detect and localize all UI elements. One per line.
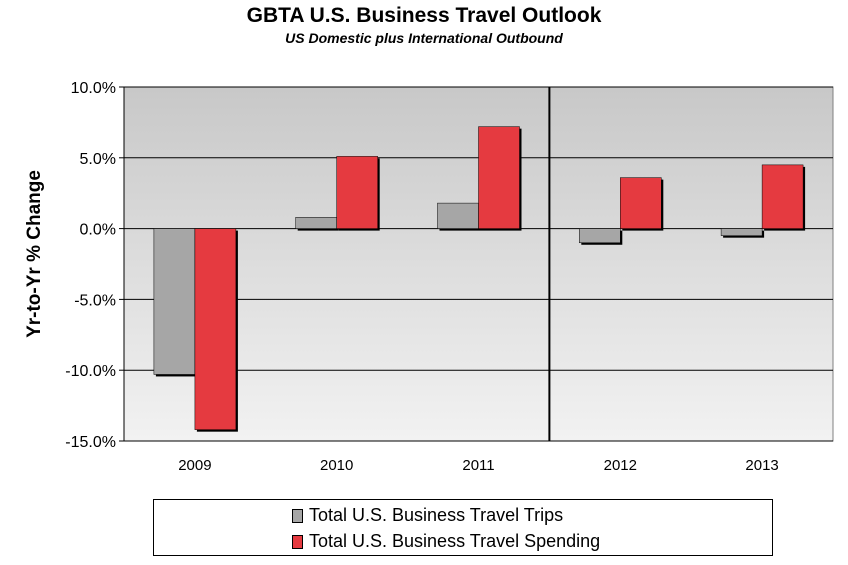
bar-spending (194, 228, 237, 430)
legend-swatch-trips (292, 508, 303, 523)
y-tick-label: -15.0% (65, 434, 116, 451)
bar-spending (478, 126, 520, 229)
legend-item-spending: Total U.S. Business Travel Spending (292, 531, 600, 552)
legend: Total U.S. Business Travel Trips Total U… (153, 499, 773, 556)
legend-item-trips: Total U.S. Business Travel Trips (292, 505, 563, 526)
bar-trips (153, 228, 196, 375)
bar-trips (579, 228, 621, 244)
legend-label-trips: Total U.S. Business Travel Trips (309, 505, 564, 525)
bar-spending (336, 156, 378, 229)
y-axis-label: Yr-to-Yr % Change (24, 170, 45, 338)
bar-trips (295, 217, 337, 229)
x-tick-label: 2012 (604, 457, 637, 474)
bar-trips (437, 202, 479, 229)
bar-trips (720, 228, 763, 236)
x-tick-label: 2010 (320, 457, 353, 474)
y-tick-label: -10.0% (65, 363, 116, 380)
legend-swatch-spending (292, 534, 303, 549)
x-tick-label: 2009 (178, 457, 211, 474)
bar-spending (620, 177, 662, 229)
x-tick-label: 2013 (745, 457, 778, 474)
legend-label-spending: Total U.S. Business Travel Spending (309, 531, 601, 551)
y-tick-label: 5.0% (80, 151, 116, 168)
x-tick-label: 2011 (462, 457, 494, 474)
chart-subtitle: US Domestic plus International Outbound (285, 30, 563, 46)
y-tick-label: 0.0% (80, 222, 116, 239)
y-tick-label: -5.0% (74, 292, 116, 309)
chart-title: GBTA U.S. Business Travel Outlook (246, 4, 602, 27)
y-tick-label: 10.0% (71, 80, 116, 97)
bar-spending (761, 164, 804, 229)
